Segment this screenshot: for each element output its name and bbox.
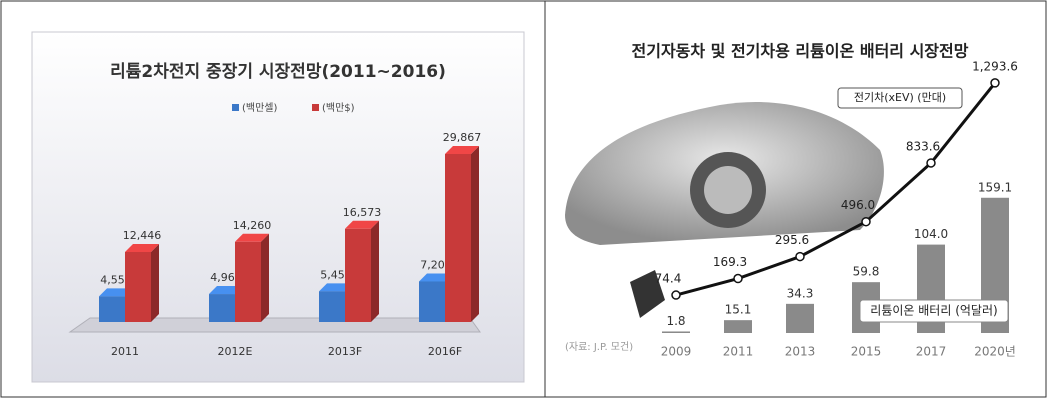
bar [319,291,345,322]
bar [786,303,814,333]
line [675,81,997,297]
bar [345,228,371,322]
bar-top [209,286,243,295]
data-label: 1.8 [666,314,685,328]
bar-top [99,288,133,297]
bar-side [261,233,269,322]
source-note: (자료: J.P. 모건) [565,341,633,353]
data-label: 29,867 [443,131,482,144]
bar [445,154,471,322]
x-tick-label: 2011 [723,345,754,359]
data-label: 104.0 [914,227,948,241]
bar-top [235,233,269,242]
chart-title: 리튬2차전지 중장기 시장전망(2011~2016) [110,62,446,82]
bar [235,241,261,322]
data-label: 59.8 [853,265,880,279]
bar [662,331,690,333]
x-tick-label: 2017 [916,345,947,359]
bar-top [125,243,159,252]
data-label: 169.3 [713,255,747,269]
point [990,78,1000,88]
bar-top [419,273,453,282]
bar-side [151,243,159,322]
legend-label: 리튬이온 배터리 (억달러) [870,304,997,318]
data-label: 14,260 [233,219,272,232]
legend-label: (백만셀) [242,102,278,114]
point [861,216,871,227]
x-tick-label: 2013F [328,345,362,358]
data-label: 4,967 [210,271,242,284]
x-tick-label: 2016F [428,345,462,358]
legend-swatch [232,104,239,111]
legend-box [859,299,1009,323]
data-label: 74.4 [655,272,682,286]
data-label: 1,293.6 [972,59,1018,73]
x-tick-label: 2012E [218,345,253,358]
car-wheel [704,166,752,214]
legend-box [837,87,963,109]
chart-title: 전기자동차 및 전기차용 리튬이온 배터리 시장전망 [632,42,969,61]
data-label: 496.0 [841,198,875,212]
bar-top [319,283,353,292]
bar-top [445,146,479,154]
bar [724,320,752,333]
x-tick-label: 2015 [851,345,882,359]
data-label: 159.1 [978,180,1012,194]
data-label: 12,446 [123,229,162,242]
bar-side [471,146,479,322]
legend-label: (백만$) [322,102,355,114]
data-label: 833.6 [906,139,940,153]
point [733,273,743,284]
x-tick-label: 2011 [111,345,139,358]
data-label: 34.3 [787,286,814,300]
data-label: 15.1 [725,303,752,317]
legend-swatch [312,104,319,111]
plug-icon [630,270,665,318]
data-label: 16,573 [343,206,382,219]
x-tick-label: 2013 [785,345,816,359]
data-label: 5,454 [320,268,352,281]
point [795,251,805,262]
point [671,290,681,300]
bar-top [345,220,379,229]
data-label: 295.6 [775,233,809,247]
point [926,158,936,168]
bar [209,294,235,322]
legend-label: 전기차(xEV) (만대) [854,91,946,104]
x-tick-label: 2020년 [974,345,1016,359]
data-label: 7,205 [420,258,452,271]
bar-side [371,220,379,322]
x-tick-label: 2009 [661,345,692,359]
bar [99,296,125,322]
bar [125,251,151,322]
bar [419,281,445,322]
data-label: 4,559 [100,273,132,286]
